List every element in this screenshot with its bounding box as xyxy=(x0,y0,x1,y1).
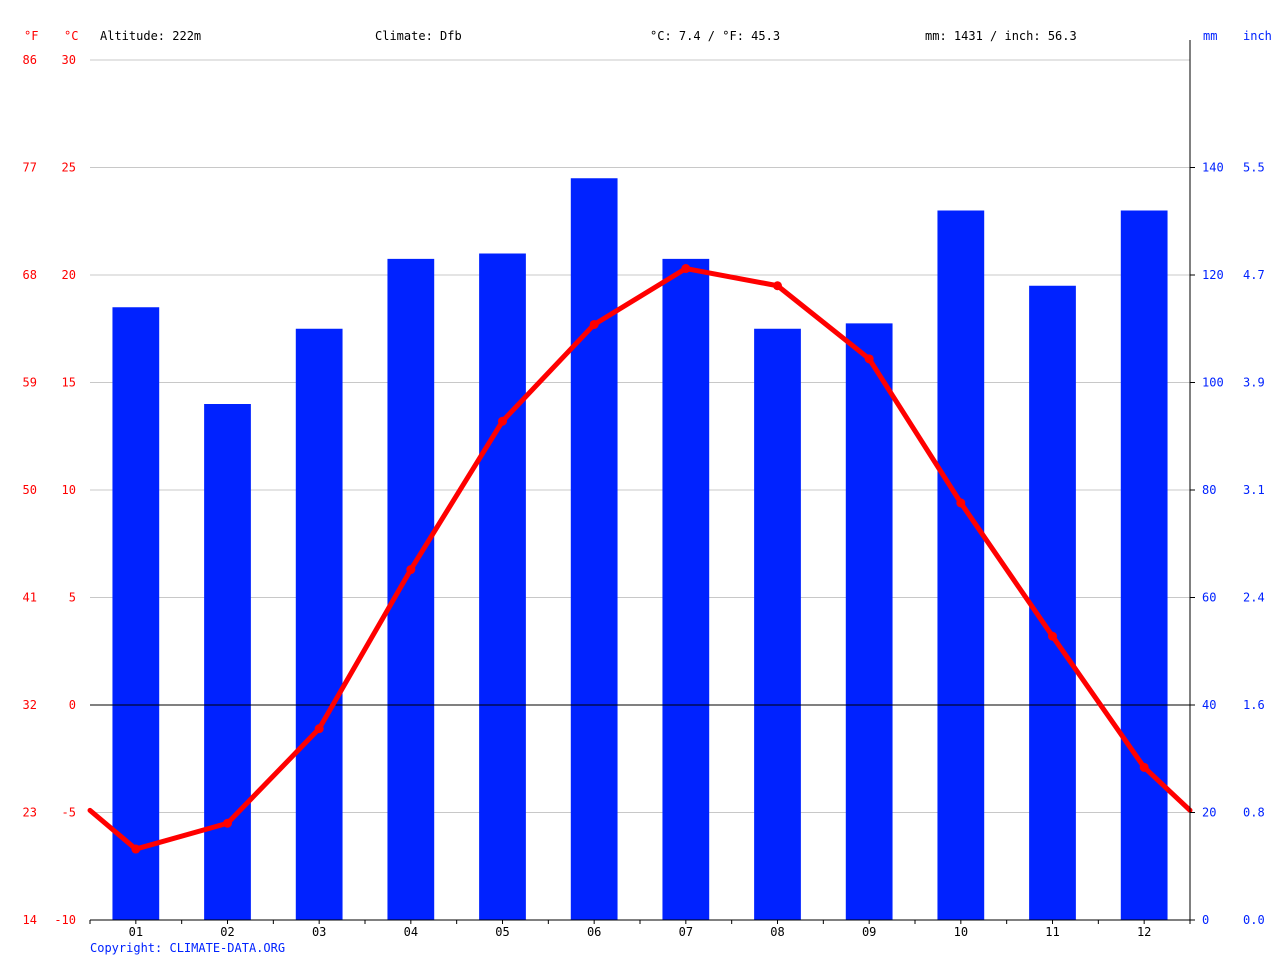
fahrenheit-tick-label: 14 xyxy=(23,913,37,927)
fahrenheit-unit-label: °F xyxy=(24,29,38,43)
temperature-point xyxy=(1048,631,1057,641)
inch-unit-label: inch xyxy=(1243,29,1272,43)
altitude-label: Altitude: 222m xyxy=(100,29,201,43)
mm-tick-label: 0 xyxy=(1202,913,1209,927)
temperature-point xyxy=(223,818,232,828)
month-tick-label: 11 xyxy=(1045,925,1059,939)
precipitation-bar xyxy=(845,323,893,920)
month-tick-label: 07 xyxy=(679,925,693,939)
climate-label: Climate: Dfb xyxy=(375,29,462,43)
month-tick-label: 12 xyxy=(1137,925,1151,939)
temperature-point xyxy=(864,354,874,364)
precipitation-bar xyxy=(1029,285,1076,920)
fahrenheit-tick-label: 32 xyxy=(23,698,37,712)
temperature-point xyxy=(589,319,599,329)
inch-tick-label: 3.1 xyxy=(1243,483,1265,497)
precipitation-bar xyxy=(112,307,160,920)
copyright-text: Copyright: CLIMATE-DATA.ORG xyxy=(90,941,285,955)
month-tick-label: 01 xyxy=(129,925,143,939)
temperature-point xyxy=(131,844,141,854)
fahrenheit-tick-label: 86 xyxy=(23,53,37,67)
fahrenheit-tick-label: 68 xyxy=(23,268,37,282)
celsius-tick-label: -10 xyxy=(54,913,76,927)
average-temperature-label: °C: 7.4 / °F: 45.3 xyxy=(650,29,780,43)
fahrenheit-tick-label: 50 xyxy=(23,483,37,497)
inch-tick-label: 2.4 xyxy=(1243,591,1265,605)
temperature-point xyxy=(956,498,966,508)
precipitation-bar xyxy=(754,328,801,920)
month-tick-label: 06 xyxy=(587,925,601,939)
month-tick-label: 08 xyxy=(770,925,784,939)
month-tick-label: 04 xyxy=(404,925,418,939)
celsius-tick-label: 0 xyxy=(69,698,76,712)
temperature-point xyxy=(1139,762,1149,772)
celsius-tick-label: 30 xyxy=(62,53,76,67)
temperature-point xyxy=(498,416,507,426)
mm-tick-label: 20 xyxy=(1202,806,1216,820)
precipitation-bar xyxy=(662,258,710,920)
precipitation-total-label: mm: 1431 / inch: 56.3 xyxy=(925,29,1077,43)
month-tick-label: 05 xyxy=(495,925,509,939)
fahrenheit-tick-label: 41 xyxy=(23,591,37,605)
celsius-tick-label: -5 xyxy=(62,806,76,820)
temperature-line xyxy=(87,264,1193,854)
gridlines xyxy=(90,59,1190,813)
mm-unit-label: mm xyxy=(1203,29,1217,43)
precipitation-bars xyxy=(112,178,1168,920)
mm-tick-label: 100 xyxy=(1202,376,1224,390)
mm-tick-label: 80 xyxy=(1202,483,1216,497)
temperature-line-path xyxy=(87,266,1193,852)
axes xyxy=(89,40,1195,924)
celsius-tick-label: 5 xyxy=(69,591,76,605)
month-tick-label: 09 xyxy=(862,925,876,939)
mm-tick-label: 40 xyxy=(1202,698,1216,712)
inch-tick-label: 0.8 xyxy=(1243,806,1265,820)
inch-tick-label: 1.6 xyxy=(1243,698,1265,712)
month-tick-label: 10 xyxy=(954,925,968,939)
month-tick-label: 03 xyxy=(312,925,326,939)
precipitation-bar xyxy=(387,258,435,920)
inch-tick-label: 4.7 xyxy=(1243,268,1265,282)
celsius-tick-label: 10 xyxy=(62,483,76,497)
precipitation-bar xyxy=(570,178,618,920)
precipitation-bar xyxy=(937,210,985,920)
mm-tick-label: 60 xyxy=(1202,591,1216,605)
fahrenheit-tick-label: 59 xyxy=(23,376,37,390)
precipitation-bar xyxy=(1120,210,1168,920)
celsius-tick-label: 20 xyxy=(62,268,76,282)
celsius-tick-label: 15 xyxy=(62,376,76,390)
celsius-unit-label: °C xyxy=(64,29,78,43)
temperature-point xyxy=(406,565,416,575)
inch-tick-label: 3.9 xyxy=(1243,376,1265,390)
inch-tick-label: 5.5 xyxy=(1243,161,1265,175)
inch-tick-label: 0.0 xyxy=(1243,913,1265,927)
temperature-point xyxy=(681,264,691,274)
fahrenheit-tick-label: 23 xyxy=(23,806,37,820)
celsius-tick-label: 25 xyxy=(62,161,76,175)
precipitation-bar xyxy=(479,253,526,920)
chart-header: °F °C Altitude: 222m Climate: Dfb °C: 7.… xyxy=(24,29,1272,43)
mm-tick-label: 140 xyxy=(1202,161,1224,175)
precipitation-bar xyxy=(204,404,251,920)
month-tick-label: 02 xyxy=(220,925,234,939)
precipitation-bar xyxy=(295,328,343,920)
temperature-point xyxy=(314,724,324,734)
temperature-point xyxy=(773,281,782,291)
fahrenheit-tick-label: 77 xyxy=(23,161,37,175)
mm-tick-label: 120 xyxy=(1202,268,1224,282)
